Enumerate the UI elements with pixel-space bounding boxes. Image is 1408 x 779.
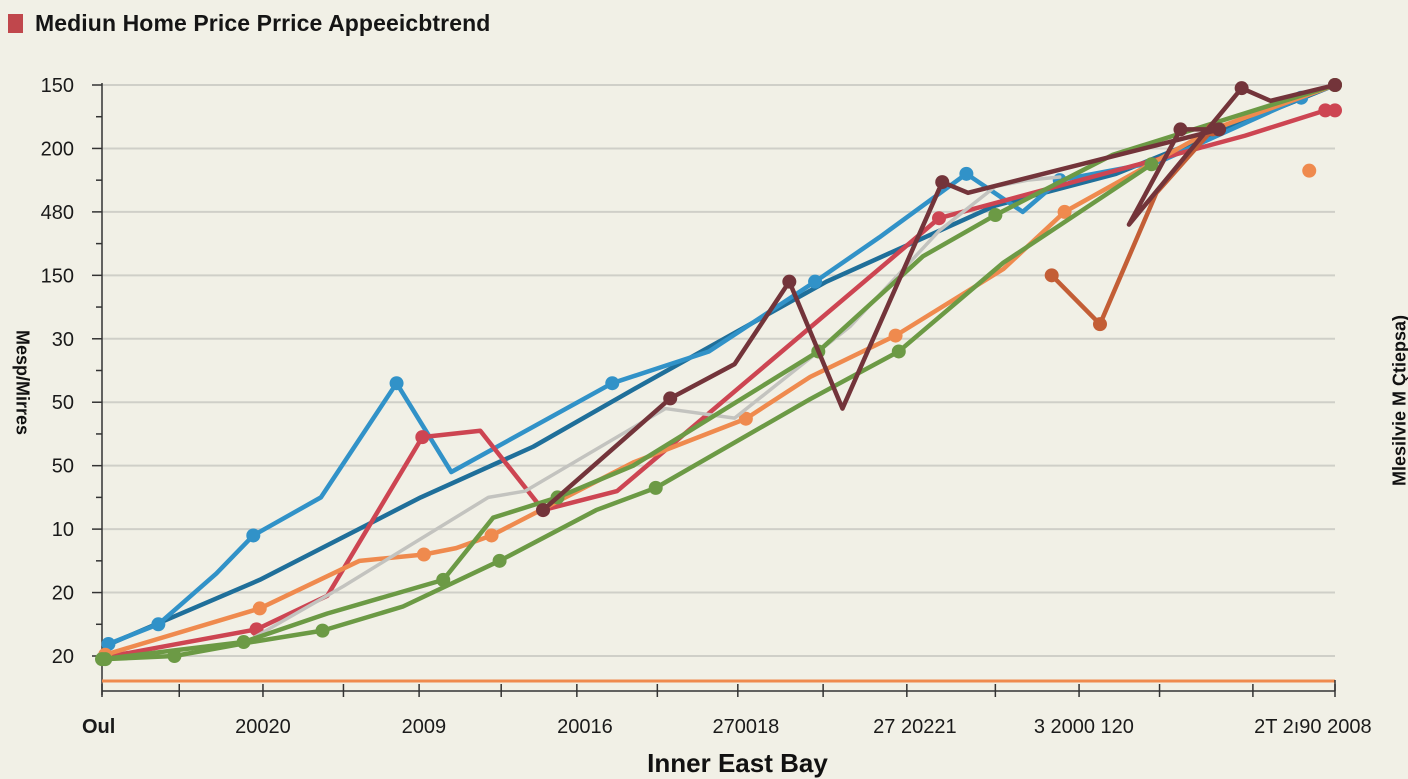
data-point-maroon <box>536 503 550 517</box>
data-point-green-lower <box>167 649 181 663</box>
x-tick-label: 2T 2ı90 2008 <box>1254 716 1372 738</box>
data-point-burnt-orange <box>1093 317 1107 331</box>
data-point-green-lower <box>493 554 507 568</box>
y-tick-label: 480 <box>41 202 74 224</box>
data-point-green-upper <box>988 208 1002 222</box>
data-point-maroon <box>782 275 796 289</box>
data-point-orange <box>253 601 267 615</box>
outlier-point <box>1302 164 1316 178</box>
y-tick-label: 150 <box>41 75 74 97</box>
y-tick-label: 20 <box>52 646 74 668</box>
data-point-maroon <box>1212 122 1226 136</box>
data-point-green-lower <box>649 481 663 495</box>
y-tick-label: 200 <box>41 138 74 160</box>
y-tick-label: 10 <box>52 519 74 541</box>
x-tick-label: Oul <box>82 716 115 738</box>
data-point-maroon <box>1173 122 1187 136</box>
data-point-green-lower <box>98 652 112 666</box>
x-tick-label: 270018 <box>712 716 779 738</box>
data-point-light-blue <box>151 617 165 631</box>
data-point-orange <box>485 528 499 542</box>
series-line-burnt-orange <box>1052 129 1213 324</box>
data-point-maroon <box>935 175 949 189</box>
data-point-red <box>932 211 946 225</box>
data-point-light-blue <box>390 376 404 390</box>
data-point-maroon <box>1328 78 1342 92</box>
data-point-light-blue <box>605 376 619 390</box>
data-point-green-lower <box>316 624 330 638</box>
x-tick-label: 20016 <box>557 716 613 738</box>
data-point-burnt-orange <box>1045 268 1059 282</box>
data-point-red <box>1328 103 1342 117</box>
y-tick-label: 20 <box>52 583 74 605</box>
x-tick-label: 3 2000 120 <box>1034 716 1134 738</box>
x-tick-label: 27 20221 <box>873 716 956 738</box>
y-tick-label: 30 <box>52 329 74 351</box>
data-point-orange <box>417 547 431 561</box>
data-point-light-blue <box>808 275 822 289</box>
data-point-maroon <box>663 391 677 405</box>
data-point-green-lower <box>892 344 906 358</box>
data-point-orange <box>889 329 903 343</box>
y-tick-label: 150 <box>41 265 74 287</box>
x-tick-label: 2009 <box>402 716 447 738</box>
series-line-green-lower <box>105 164 1151 659</box>
y-tick-label: 50 <box>52 456 74 478</box>
series-line-red <box>105 110 1335 657</box>
x-tick-label: 20020 <box>235 716 291 738</box>
data-point-light-blue <box>959 167 973 181</box>
data-point-red <box>415 430 429 444</box>
data-point-maroon <box>1235 81 1249 95</box>
data-point-light-blue <box>246 528 260 542</box>
y-tick-label: 50 <box>52 392 74 414</box>
